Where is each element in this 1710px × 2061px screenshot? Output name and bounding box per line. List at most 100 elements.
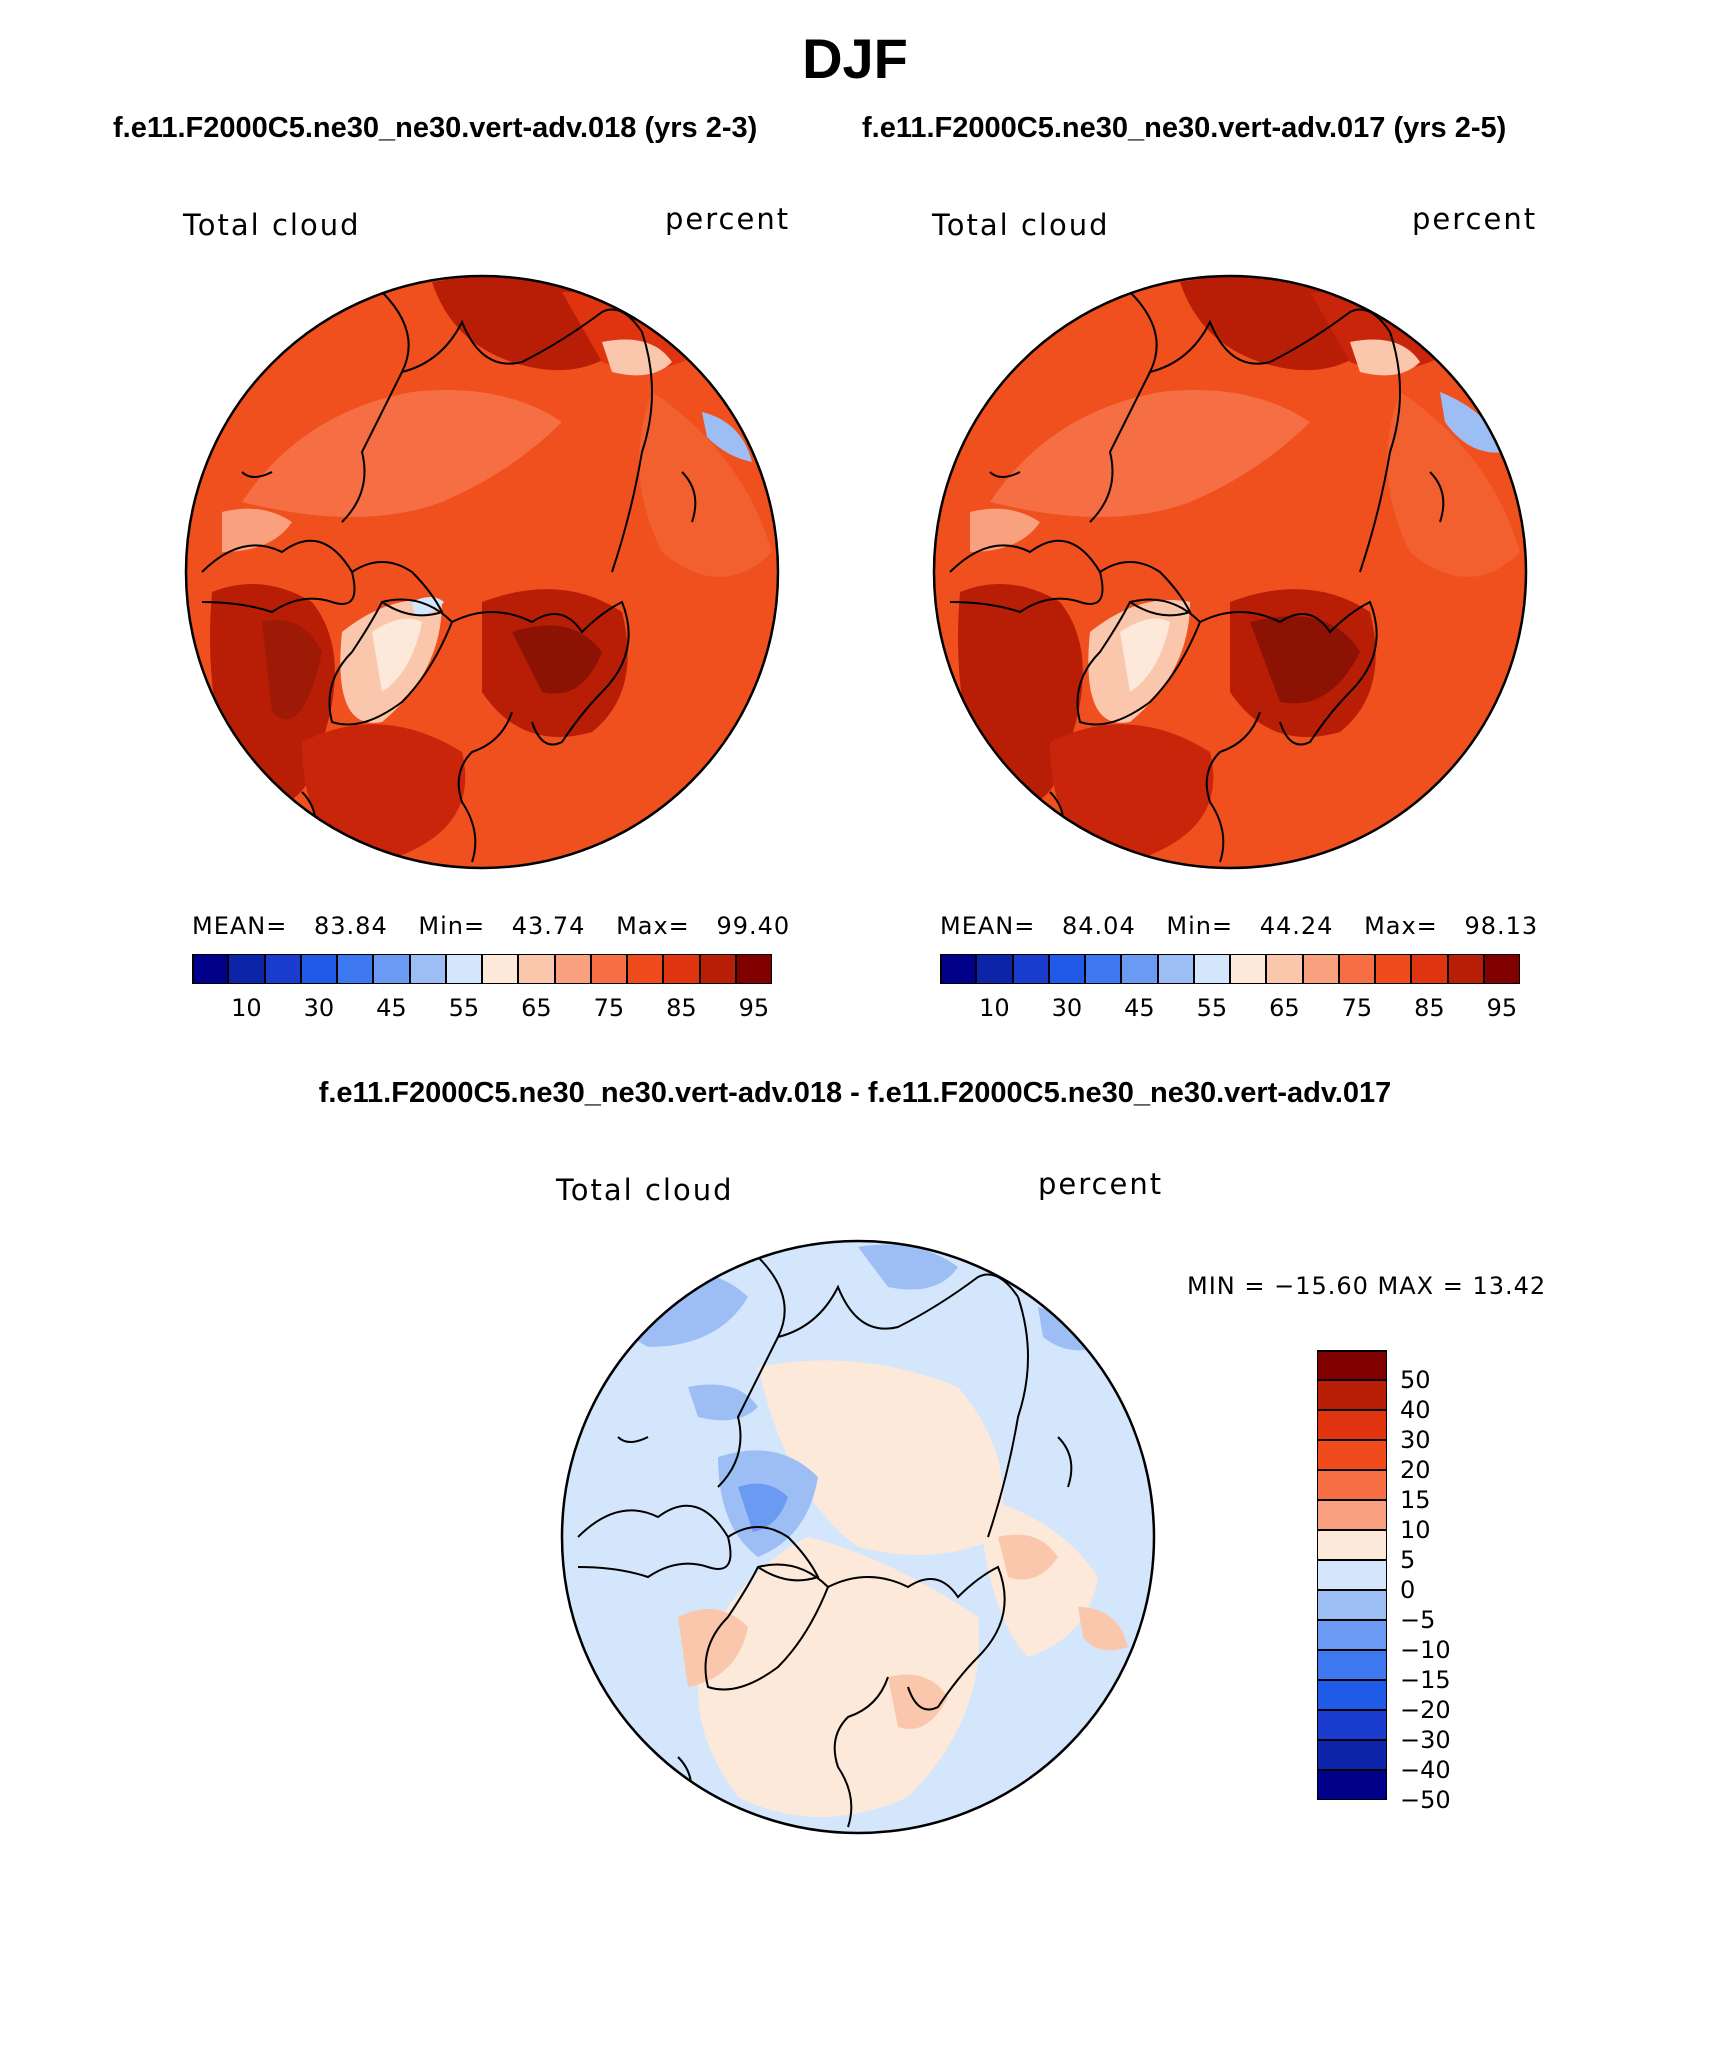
panel3-field: [562, 1241, 1154, 1833]
panel1-max-value: 99.40: [716, 912, 791, 940]
panel3-colorbar-tick-label: −5: [1400, 1606, 1436, 1634]
panel1-colorbar-swatch: [663, 954, 700, 984]
panel1-colorbar-tick-label: 30: [303, 994, 335, 1022]
panel3-colorbar-swatch: [1317, 1770, 1387, 1800]
panel2-colorbar-swatch: [1012, 954, 1049, 984]
panel1-units-label: percent: [665, 202, 791, 236]
panel2-colorbar-swatch: [1483, 954, 1520, 984]
panel1-mean-value: 83.84: [314, 912, 388, 940]
panel3-colorbar-swatch: [1317, 1680, 1387, 1710]
panel3-colorbar-tick-label: −50: [1400, 1786, 1451, 1814]
case-title-left: f.e11.F2000C5.ne30_ne30.vert-adv.018 (yr…: [113, 112, 758, 144]
panel1-colorbar-swatch: [699, 954, 736, 984]
panel1-polar-map: [184, 274, 780, 870]
panel2-colorbar-swatch: [1193, 954, 1230, 984]
panel1-colorbar-swatch: [264, 954, 301, 984]
panel3-polar-map: [560, 1239, 1156, 1835]
panel1-mean-label: MEAN=: [192, 912, 288, 940]
panel3-colorbar-swatch: [1317, 1620, 1387, 1650]
panel3-minmax: MIN = −15.60 MAX = 13.42: [1187, 1272, 1547, 1300]
panel1-colorbar-swatch: [409, 954, 446, 984]
panel3-colorbar-tick-label: 30: [1400, 1426, 1431, 1454]
panel1-colorbar: [192, 954, 772, 984]
panel2-colorbar-swatch: [1048, 954, 1085, 984]
panel2-map-border: [932, 274, 1528, 870]
panel3-colorbar-tick-label: −40: [1400, 1756, 1451, 1784]
panel1-colorbar-swatch: [518, 954, 555, 984]
panel2-polar-map: [932, 274, 1528, 870]
season-title: DJF: [802, 27, 908, 90]
panel1-variable-label: Total cloud: [183, 208, 361, 242]
panel1-colorbar-swatch: [192, 954, 229, 984]
panel2-colorbar-swatch: [1085, 954, 1122, 984]
panel1-colorbar-tick-label: 65: [521, 994, 552, 1022]
panel3-colorbar-swatch: [1317, 1470, 1387, 1500]
panel3-colorbar-tick-label: 5: [1400, 1546, 1416, 1574]
panel3-colorbar-tick-label: 15: [1400, 1486, 1431, 1514]
panel3-colorbar-tick-label: −20: [1400, 1696, 1451, 1724]
panel1-colorbar-swatch: [445, 954, 482, 984]
panel3-colorbar-swatch: [1317, 1740, 1387, 1770]
panel2-colorbar-swatch: [1302, 954, 1339, 984]
panel2-colorbar-tick-label: 45: [1124, 994, 1155, 1022]
panel3-colorbar-tick-label: −10: [1400, 1636, 1451, 1664]
panel3-colorbar-tick-label: −30: [1400, 1726, 1451, 1754]
panel1-stats: MEAN= 83.84 Min= 43.74 Max= 99.40: [192, 912, 790, 940]
panel1-max-label: Max=: [616, 912, 690, 940]
panel3-colorbar-swatch: [1317, 1380, 1387, 1410]
panel1-colorbar-ticks: 10 30 45 55 65 75 85 95: [192, 994, 772, 1024]
panel2-colorbar-swatch: [1157, 954, 1194, 984]
panel1-coastlines: [201, 291, 763, 863]
panel2-colorbar-swatch: [1230, 954, 1267, 984]
panel2-colorbar-swatch: [1411, 954, 1448, 984]
panel2-colorbar-tick-label: 10: [979, 994, 1010, 1022]
panel2-colorbar-swatch: [1121, 954, 1158, 984]
panel3-colorbar-tick-label: 0: [1400, 1576, 1416, 1604]
panel3-colorbar-swatch: [1317, 1530, 1387, 1560]
panel2-colorbar-tick-label: 85: [1414, 994, 1445, 1022]
panel3-colorbar-swatch: [1317, 1350, 1387, 1380]
panel3-colorbar-swatch: [1317, 1440, 1387, 1470]
panel1-min-label: Min=: [418, 912, 486, 940]
panel2-colorbar-swatch: [1266, 954, 1303, 984]
panel1-colorbar-tick-label: 85: [666, 994, 697, 1022]
panel1-colorbar-swatch: [554, 954, 591, 984]
panel2-colorbar-swatch: [1447, 954, 1484, 984]
panel3-colorbar-swatch: [1317, 1500, 1387, 1530]
panel1-colorbar-swatch: [627, 954, 664, 984]
panel1-colorbar-swatch: [373, 954, 410, 984]
panel3-colorbar-swatch: [1317, 1710, 1387, 1740]
panel3-colorbar-tick-label: 10: [1400, 1516, 1431, 1544]
panel2-colorbar-swatch: [940, 954, 977, 984]
panel2-variable-label: Total cloud: [932, 208, 1110, 242]
panel2-field: [934, 276, 1526, 868]
panel2-coastlines: [949, 291, 1511, 863]
panel1-colorbar-swatch: [482, 954, 519, 984]
panel2-colorbar-tick-label: 75: [1341, 994, 1373, 1022]
panel3-units-label: percent: [1038, 1167, 1164, 1201]
panel2-colorbar-tick-label: 65: [1269, 994, 1300, 1022]
difference-title: f.e11.F2000C5.ne30_ne30.vert-adv.018 - f…: [318, 1077, 1392, 1109]
panel3-colorbar-tick-label: 40: [1400, 1396, 1431, 1424]
panel2-max-value: 98.13: [1464, 912, 1539, 940]
panel1-colorbar-swatch: [590, 954, 627, 984]
case-title-right: f.e11.F2000C5.ne30_ne30.vert-adv.017 (yr…: [862, 112, 1507, 144]
panel3-colorbar-tick-label: 20: [1400, 1456, 1431, 1484]
panel1-colorbar-tick-label: 55: [448, 994, 480, 1022]
panel3-colorbar-tick-label: 50: [1400, 1366, 1431, 1394]
panel3-colorbar-ticks: 50 40 30 20 15 10 5 0 −5 −10 −15 −20 −30 −40 −50: [1400, 1350, 1490, 1814]
panel2-colorbar-swatch: [1375, 954, 1412, 984]
panel2-colorbar: [940, 954, 1520, 984]
panel2-colorbar-tick-label: 30: [1051, 994, 1083, 1022]
panel3-map-border: [560, 1239, 1156, 1835]
panel3-colorbar-tick-label: −15: [1400, 1666, 1451, 1694]
panel3-colorbar-swatch: [1317, 1410, 1387, 1440]
panel3-colorbar-swatch: [1317, 1590, 1387, 1620]
panel2-min-label: Min=: [1166, 912, 1234, 940]
panel1-colorbar-tick-label: 75: [593, 994, 625, 1022]
panel3-colorbar: [1317, 1350, 1387, 1800]
panel2-mean-value: 84.04: [1062, 912, 1136, 940]
panel2-max-label: Max=: [1364, 912, 1438, 940]
panel1-colorbar-tick-label: 10: [231, 994, 262, 1022]
panel1-colorbar-tick-label: 95: [738, 994, 770, 1022]
